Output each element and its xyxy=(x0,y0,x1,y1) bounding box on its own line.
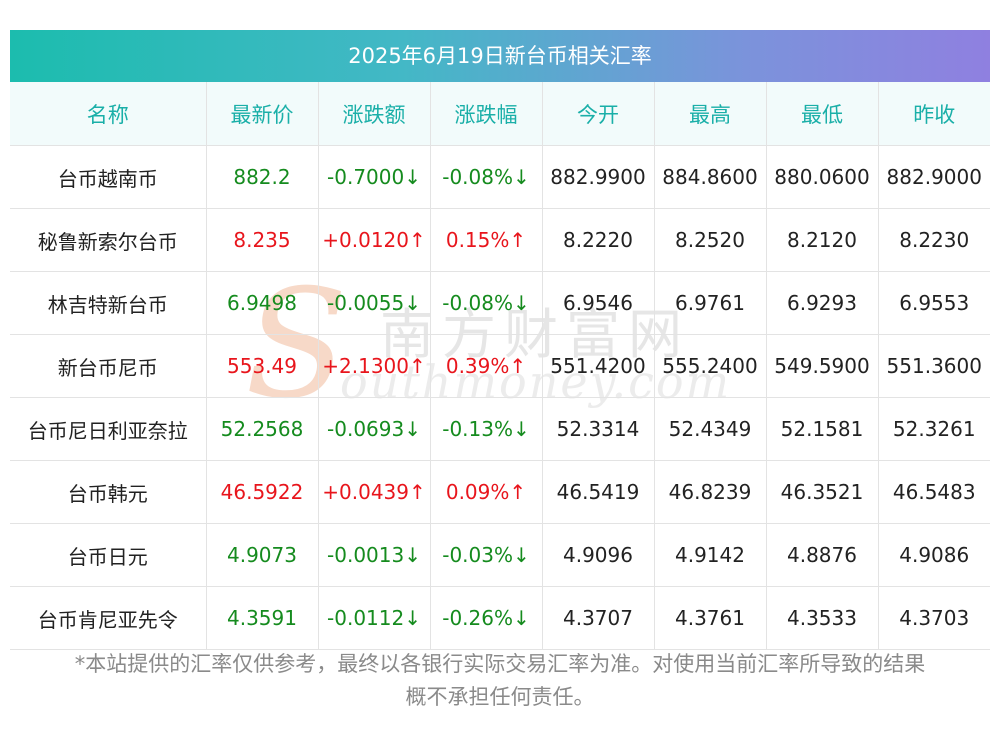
cell-name: 台币越南币 xyxy=(10,145,207,209)
cell-open: 46.5419 xyxy=(542,460,655,524)
cell-name: 台币肯尼亚先令 xyxy=(10,586,207,650)
cell-high: 555.2400 xyxy=(654,334,767,398)
cell-latest: 4.9073 xyxy=(206,523,319,587)
table-row: 台币尼日利亚奈拉 52.2568 -0.0693↓ -0.13%↓ 52.3314 52.… xyxy=(10,397,990,461)
table-row: 秘鲁新索尔台币 8.235 +0.0120↑ 0.15%↑ 8.2220 8.2520 8.… xyxy=(10,208,990,272)
cell-prev-close: 882.9000 xyxy=(878,145,990,209)
cell-open: 4.3707 xyxy=(542,586,655,650)
cell-low: 46.3521 xyxy=(766,460,879,524)
cell-change: -0.0055↓ xyxy=(318,271,431,335)
cell-high: 52.4349 xyxy=(654,397,767,461)
cell-change-pct: 0.39%↑ xyxy=(430,334,543,398)
cell-change: -0.0693↓ xyxy=(318,397,431,461)
cell-open: 8.2220 xyxy=(542,208,655,272)
cell-prev-close: 6.9553 xyxy=(878,271,990,335)
cell-change: -0.0013↓ xyxy=(318,523,431,587)
header-open: 今开 xyxy=(542,82,655,146)
cell-latest: 6.9498 xyxy=(206,271,319,335)
cell-low: 880.0600 xyxy=(766,145,879,209)
cell-change: -0.0112↓ xyxy=(318,586,431,650)
cell-open: 6.9546 xyxy=(542,271,655,335)
cell-latest: 52.2568 xyxy=(206,397,319,461)
cell-change: +2.1300↑ xyxy=(318,334,431,398)
cell-latest: 8.235 xyxy=(206,208,319,272)
cell-low: 4.8876 xyxy=(766,523,879,587)
table-row: 新台币尼币 553.49 +2.1300↑ 0.39%↑ 551.4200 555.240… xyxy=(10,334,990,398)
cell-prev-close: 8.2230 xyxy=(878,208,990,272)
exchange-rate-table: 名称 最新价 涨跌额 涨跌幅 今开 最高 最低 昨收 台币越南币 882.2 -0.… xyxy=(10,82,990,650)
table-row: 台币越南币 882.2 -0.7000↓ -0.08%↓ 882.9900 884.860… xyxy=(10,145,990,209)
header-low: 最低 xyxy=(766,82,879,146)
cell-latest: 553.49 xyxy=(206,334,319,398)
cell-high: 884.8600 xyxy=(654,145,767,209)
disclaimer: *本站提供的汇率仅供参考，最终以各银行实际交易汇率为准。对使用当前汇率所导致的结… xyxy=(10,648,990,714)
cell-change-pct: -0.03%↓ xyxy=(430,523,543,587)
header-change: 涨跌额 xyxy=(318,82,431,146)
rate-table-container: 2025年6月19日新台币相关汇率 名称 最新价 涨跌额 涨跌幅 今开 最高 最… xyxy=(10,30,990,650)
table-title: 2025年6月19日新台币相关汇率 xyxy=(10,30,990,82)
header-prev-close: 昨收 xyxy=(878,82,990,146)
cell-name: 台币尼日利亚奈拉 xyxy=(10,397,207,461)
cell-change: +0.0439↑ xyxy=(318,460,431,524)
cell-change-pct: -0.26%↓ xyxy=(430,586,543,650)
cell-change-pct: -0.13%↓ xyxy=(430,397,543,461)
cell-prev-close: 4.3703 xyxy=(878,586,990,650)
cell-low: 4.3533 xyxy=(766,586,879,650)
table-header-row: 名称 最新价 涨跌额 涨跌幅 今开 最高 最低 昨收 xyxy=(10,82,990,146)
cell-low: 8.2120 xyxy=(766,208,879,272)
cell-name: 秘鲁新索尔台币 xyxy=(10,208,207,272)
header-name: 名称 xyxy=(10,82,207,146)
cell-high: 4.9142 xyxy=(654,523,767,587)
cell-high: 8.2520 xyxy=(654,208,767,272)
cell-change-pct: -0.08%↓ xyxy=(430,145,543,209)
cell-open: 551.4200 xyxy=(542,334,655,398)
cell-latest: 46.5922 xyxy=(206,460,319,524)
cell-high: 6.9761 xyxy=(654,271,767,335)
header-high: 最高 xyxy=(654,82,767,146)
header-change-pct: 涨跌幅 xyxy=(430,82,543,146)
cell-change: +0.0120↑ xyxy=(318,208,431,272)
cell-change-pct: -0.08%↓ xyxy=(430,271,543,335)
cell-name: 林吉特新台币 xyxy=(10,271,207,335)
table-row: 林吉特新台币 6.9498 -0.0055↓ -0.08%↓ 6.9546 6.9761 6… xyxy=(10,271,990,335)
table-row: 台币韩元 46.5922 +0.0439↑ 0.09%↑ 46.5419 46.8239 4… xyxy=(10,460,990,524)
cell-prev-close: 4.9086 xyxy=(878,523,990,587)
cell-change-pct: 0.15%↑ xyxy=(430,208,543,272)
cell-open: 4.9096 xyxy=(542,523,655,587)
disclaimer-line-2: 概不承担任何责任。 xyxy=(405,685,595,709)
cell-name: 台币日元 xyxy=(10,523,207,587)
cell-high: 4.3761 xyxy=(654,586,767,650)
cell-latest: 4.3591 xyxy=(206,586,319,650)
cell-prev-close: 551.3600 xyxy=(878,334,990,398)
cell-low: 549.5900 xyxy=(766,334,879,398)
cell-latest: 882.2 xyxy=(206,145,319,209)
disclaimer-line-1: *本站提供的汇率仅供参考，最终以各银行实际交易汇率为准。对使用当前汇率所导致的结… xyxy=(74,652,926,676)
cell-change-pct: 0.09%↑ xyxy=(430,460,543,524)
header-latest: 最新价 xyxy=(206,82,319,146)
cell-open: 882.9900 xyxy=(542,145,655,209)
cell-low: 52.1581 xyxy=(766,397,879,461)
cell-name: 台币韩元 xyxy=(10,460,207,524)
cell-name: 新台币尼币 xyxy=(10,334,207,398)
cell-prev-close: 52.3261 xyxy=(878,397,990,461)
cell-open: 52.3314 xyxy=(542,397,655,461)
table-row: 台币日元 4.9073 -0.0013↓ -0.03%↓ 4.9096 4.9142 4.8… xyxy=(10,523,990,587)
cell-high: 46.8239 xyxy=(654,460,767,524)
cell-change: -0.7000↓ xyxy=(318,145,431,209)
table-row: 台币肯尼亚先令 4.3591 -0.0112↓ -0.26%↓ 4.3707 4.3761… xyxy=(10,586,990,650)
cell-low: 6.9293 xyxy=(766,271,879,335)
cell-prev-close: 46.5483 xyxy=(878,460,990,524)
